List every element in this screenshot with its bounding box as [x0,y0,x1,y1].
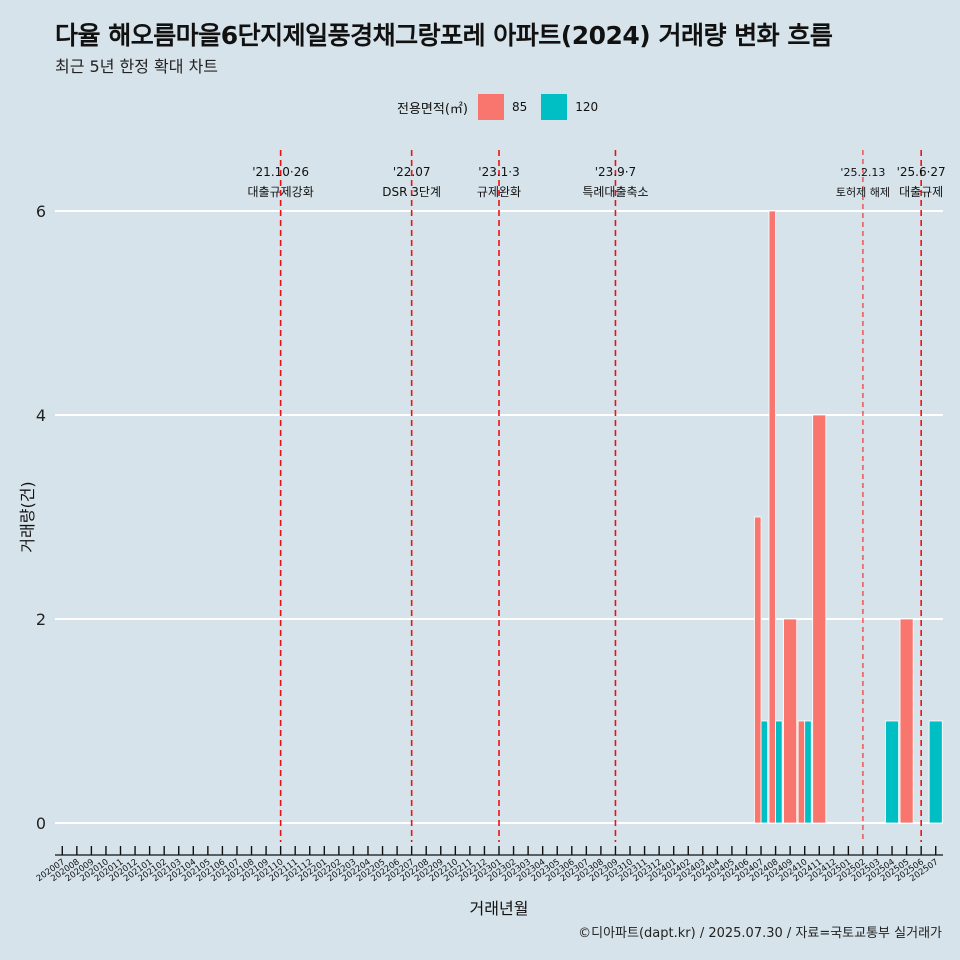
event-name-label: 대출규제강화 [248,185,314,199]
event-name-label: 특례대출축소 [582,185,648,199]
bar-120 [775,720,783,824]
y-tick-label: 4 [36,406,46,425]
event-name-label: 규제완화 [477,185,521,199]
legend-label-85: 85 [511,100,528,114]
event-date-label: '25.2.13 [840,166,885,179]
event-date-label: '21.10·26 [252,165,309,179]
bar-120 [885,720,899,824]
event-date-label: '22.07 [393,165,431,179]
event-date-label: '23.1·3 [478,165,519,179]
chart-subtitle: 최근 5년 한정 확대 차트 [55,57,219,76]
bar-85 [783,618,798,824]
bars [754,210,943,824]
event-name-label: DSR 3단계 [382,185,441,199]
event-name-label: 대출규제 [899,185,943,199]
bar-120 [928,720,943,824]
bar-85 [768,210,776,824]
y-tick-label: 0 [36,814,46,833]
legend-title: 전용면적(㎡) [397,101,468,117]
event-lines: '21.10·26 대출규제강화 '22.07 DSR 3단계 '23.1·3 규제완화 '… [248,150,946,842]
legend-swatch-120 [541,94,568,120]
event-date-label: '25.6·27 [897,165,946,179]
bar-85 [797,720,806,824]
bar-120 [804,720,812,824]
y-tick-label: 2 [36,610,46,629]
legend: 전용면적(㎡) 85 120 [397,94,612,120]
bar-85 [812,414,827,824]
event-name-label: 토허제 해제 [836,185,890,199]
bar-120 [760,720,768,824]
chart-title: 다율 해오름마을6단지제일풍경채그랑포레 아파트(2024) 거래량 변화 흐름 [55,21,833,50]
bar-85 [899,618,914,824]
y-tick-label: 6 [36,202,46,221]
y-axis-title: 거래량(건) [18,481,37,552]
legend-swatch-85 [477,94,504,120]
x-axis-title: 거래년월 [470,899,529,918]
event-date-label: '23.9·7 [595,165,636,179]
source-caption: ©디아파트(dapt.kr) / 2025.07.30 / 자료=국토교통부 실… [578,926,942,941]
bar-85 [754,516,762,824]
legend-label-120: 120 [575,100,599,114]
